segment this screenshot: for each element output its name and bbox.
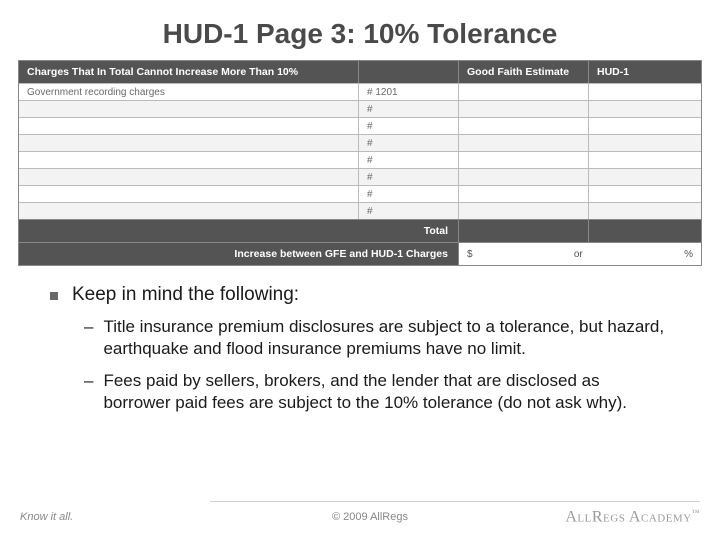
cell-hud: [589, 118, 701, 134]
cell-gfe: [459, 152, 589, 168]
cell-hud: [589, 152, 701, 168]
footer: Know it all. © 2009 AllRegs AllRegs Acad…: [0, 508, 720, 526]
total-hud-cell: [589, 220, 701, 242]
table-row: #: [19, 134, 701, 151]
cell-hud: [589, 203, 701, 219]
brand-logo: AllRegs Academy™: [520, 508, 700, 526]
square-bullet-icon: [50, 292, 58, 300]
cell-desc: [19, 118, 359, 134]
lead-bullet: Keep in mind the following:: [50, 284, 670, 306]
col-ref: [359, 61, 459, 83]
cell-hud: [589, 84, 701, 100]
cell-ref: #: [359, 152, 459, 168]
cell-desc: [19, 135, 359, 151]
cell-hud: [589, 101, 701, 117]
cell-desc: [19, 186, 359, 202]
cell-gfe: [459, 101, 589, 117]
table-row: #: [19, 151, 701, 168]
cell-desc: [19, 101, 359, 117]
cell-desc: Government recording charges: [19, 84, 359, 100]
cell-desc: [19, 203, 359, 219]
footer-divider: [210, 501, 700, 502]
inc-or: or: [574, 249, 583, 260]
inc-pct: %: [684, 249, 693, 260]
body-content: Keep in mind the following: –Title insur…: [0, 266, 720, 414]
cell-desc: [19, 152, 359, 168]
total-row: Total: [19, 219, 701, 242]
cell-hud: [589, 186, 701, 202]
sub-bullet-text: Fees paid by sellers, brokers, and the l…: [103, 370, 670, 414]
total-label: Total: [19, 220, 459, 242]
cell-gfe: [459, 118, 589, 134]
table-row: Government recording charges# 1201: [19, 83, 701, 100]
tolerance-table: Charges That In Total Cannot Increase Mo…: [18, 60, 702, 266]
table-header-row: Charges That In Total Cannot Increase Mo…: [19, 61, 701, 83]
cell-gfe: [459, 203, 589, 219]
cell-gfe: [459, 186, 589, 202]
total-gfe-cell: [459, 220, 589, 242]
col-hud: HUD-1: [589, 61, 701, 83]
cell-gfe: [459, 135, 589, 151]
table-row: #: [19, 185, 701, 202]
cell-desc: [19, 169, 359, 185]
cell-ref: #: [359, 118, 459, 134]
table-row: #: [19, 117, 701, 134]
cell-gfe: [459, 84, 589, 100]
increase-label: Increase between GFE and HUD-1 Charges: [19, 243, 459, 265]
cell-hud: [589, 135, 701, 151]
inc-s: $: [467, 249, 473, 260]
copyright: © 2009 AllRegs: [220, 511, 520, 523]
cell-ref: #: [359, 186, 459, 202]
dash-icon: –: [84, 316, 93, 338]
table-row: #: [19, 168, 701, 185]
slide-title: HUD-1 Page 3: 10% Tolerance: [0, 0, 720, 60]
sub-bullet: –Title insurance premium disclosures are…: [84, 316, 670, 360]
logo-part-a: AllRegs: [565, 508, 625, 525]
cell-ref: #: [359, 135, 459, 151]
tagline: Know it all.: [20, 511, 220, 523]
cell-hud: [589, 169, 701, 185]
sub-bullet: –Fees paid by sellers, brokers, and the …: [84, 370, 670, 414]
sub-bullet-text: Title insurance premium disclosures are …: [103, 316, 670, 360]
table-row: #: [19, 100, 701, 117]
dash-icon: –: [84, 370, 93, 392]
increase-values: $ or %: [459, 243, 701, 265]
cell-ref: #: [359, 203, 459, 219]
cell-ref: #: [359, 101, 459, 117]
increase-row: Increase between GFE and HUD-1 Charges $…: [19, 242, 701, 265]
logo-part-b: Academy: [625, 508, 691, 525]
lead-text: Keep in mind the following:: [72, 284, 299, 306]
cell-ref: # 1201: [359, 84, 459, 100]
col-gfe: Good Faith Estimate: [459, 61, 589, 83]
table-row: #: [19, 202, 701, 219]
col-charges: Charges That In Total Cannot Increase Mo…: [19, 61, 359, 83]
cell-ref: #: [359, 169, 459, 185]
cell-gfe: [459, 169, 589, 185]
